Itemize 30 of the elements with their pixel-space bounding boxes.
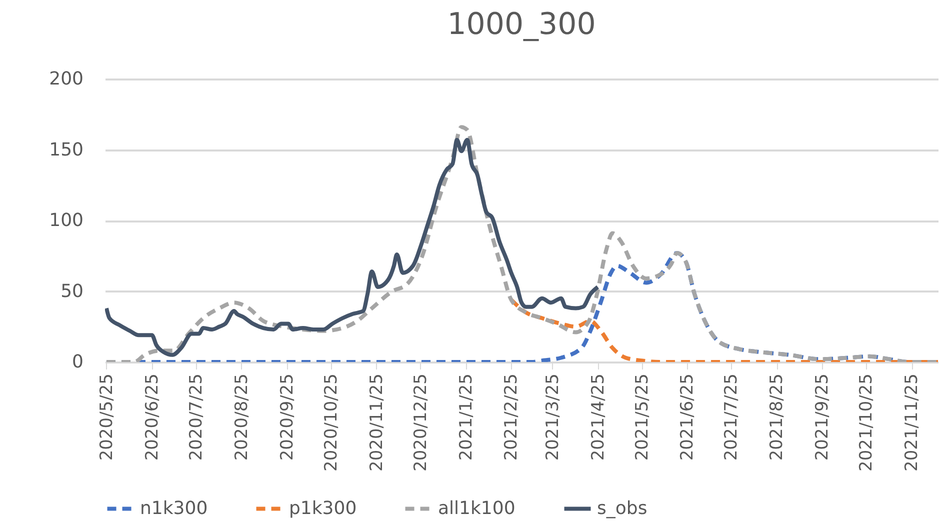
x-tick-label: 2020/7/25: [186, 374, 206, 461]
y-tick-label: 50: [60, 280, 84, 302]
legend-label: all1k100: [438, 498, 516, 519]
y-tick-label: 150: [49, 139, 84, 160]
x-tick-label: 2020/6/25: [142, 374, 162, 461]
x-tick-label: 2021/3/25: [542, 374, 563, 461]
x-tick-label: 2021/8/25: [767, 374, 788, 461]
x-tick-label: 2021/7/25: [722, 374, 742, 461]
x-tick-label: 2021/9/25: [812, 374, 833, 461]
x-tick-label: 2021/1/25: [456, 374, 476, 461]
x-tick-label: 2020/12/25: [410, 374, 431, 472]
y-tick-label: 100: [49, 210, 84, 231]
y-tick-label: 200: [49, 68, 84, 90]
x-tick-label: 2020/9/25: [277, 374, 298, 461]
x-tick-label: 2021/5/25: [632, 374, 652, 461]
y-tick-label: 0: [72, 352, 84, 372]
x-tick-label: 2020/5/25: [96, 374, 117, 461]
x-tick-label: 2021/11/25: [902, 374, 922, 472]
legend-label: s_obs: [597, 498, 648, 519]
line-series: [105, 138, 600, 357]
x-tick-label: 2021/4/25: [588, 374, 608, 461]
x-tick-label: 2020/10/25: [321, 374, 342, 472]
x-tick-label: 2020/8/25: [232, 374, 252, 461]
x-tick-label: 2021/2/25: [502, 374, 522, 461]
x-tick-label: 2021/6/25: [678, 374, 698, 461]
x-tick-label: 2020/11/25: [366, 374, 387, 472]
chart-title: 1000_300: [447, 7, 596, 42]
x-tick-label: 2021/10/25: [856, 374, 877, 472]
legend-label: p1k300: [289, 498, 357, 519]
legend-label: n1k300: [140, 498, 208, 519]
